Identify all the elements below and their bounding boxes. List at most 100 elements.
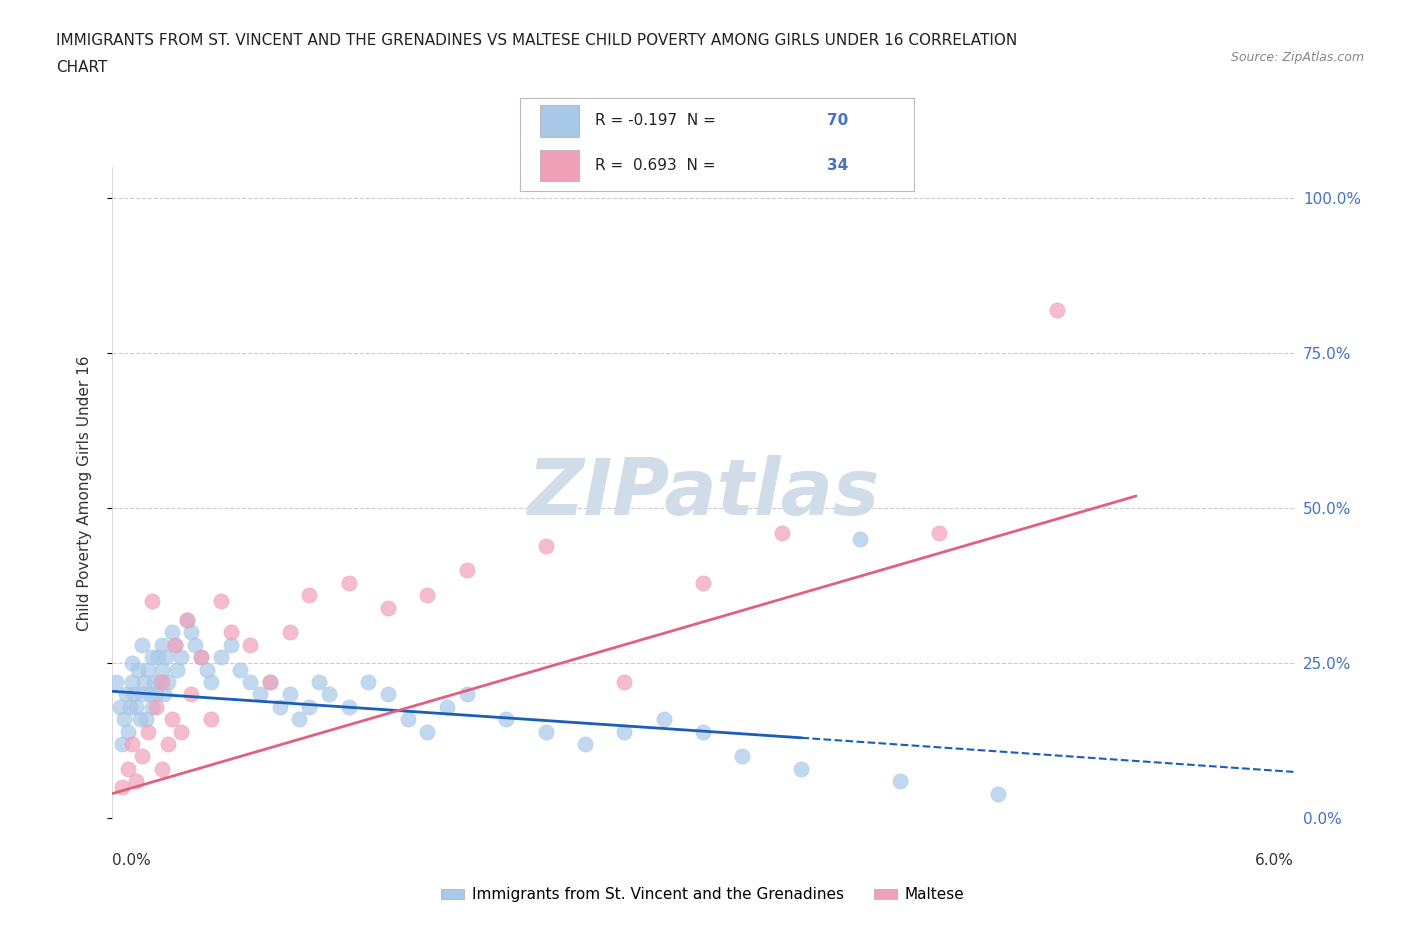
Point	[308, 674, 330, 689]
Point	[987, 786, 1010, 801]
Point	[436, 699, 458, 714]
Point	[180, 625, 202, 640]
Point	[209, 594, 232, 609]
Point	[156, 674, 179, 689]
Point	[145, 687, 167, 702]
FancyBboxPatch shape	[540, 105, 579, 137]
Text: 0.0%: 0.0%	[112, 853, 152, 868]
Text: R =  0.693  N =: R = 0.693 N =	[595, 158, 720, 173]
Point	[141, 699, 163, 714]
Point	[239, 637, 262, 652]
Point	[166, 662, 188, 677]
Point	[146, 650, 169, 665]
Text: Source: ZipAtlas.com: Source: ZipAtlas.com	[1230, 51, 1364, 64]
Point	[574, 737, 596, 751]
Point	[195, 662, 218, 677]
Point	[121, 656, 143, 671]
Point	[125, 699, 148, 714]
Point	[142, 674, 165, 689]
Y-axis label: Child Poverty Among Girls Under 16: Child Poverty Among Girls Under 16	[77, 355, 91, 631]
Point	[790, 762, 813, 777]
Point	[652, 711, 675, 726]
Point	[131, 687, 153, 702]
Point	[160, 625, 183, 640]
Point	[416, 724, 439, 739]
Text: IMMIGRANTS FROM ST. VINCENT AND THE GRENADINES VS MALTESE CHILD POVERTY AMONG GI: IMMIGRANTS FROM ST. VINCENT AND THE GREN…	[56, 33, 1018, 47]
Point	[129, 711, 152, 726]
Point	[150, 637, 173, 652]
Point	[239, 674, 262, 689]
Point	[165, 637, 187, 652]
Point	[534, 538, 557, 553]
Point	[122, 687, 145, 702]
Point	[692, 576, 714, 591]
Point	[152, 687, 174, 702]
Point	[111, 737, 134, 751]
Point	[105, 674, 128, 689]
Point	[111, 780, 134, 795]
Point	[396, 711, 419, 726]
Point	[150, 762, 173, 777]
Point	[534, 724, 557, 739]
Text: ZIPatlas: ZIPatlas	[527, 455, 879, 531]
Point	[298, 588, 321, 603]
Point	[145, 699, 167, 714]
Point	[377, 687, 399, 702]
Point	[155, 650, 177, 665]
Point	[170, 724, 193, 739]
Point	[131, 749, 153, 764]
Point	[150, 662, 173, 677]
Point	[229, 662, 252, 677]
Point	[110, 699, 132, 714]
Point	[318, 687, 340, 702]
Text: R = -0.197  N =: R = -0.197 N =	[595, 113, 721, 128]
Point	[249, 687, 271, 702]
Text: CHART: CHART	[56, 60, 108, 75]
Text: 70: 70	[827, 113, 849, 128]
Point	[141, 650, 163, 665]
Point	[731, 749, 754, 764]
Point	[121, 737, 143, 751]
Point	[613, 724, 636, 739]
Text: 6.0%: 6.0%	[1254, 853, 1294, 868]
Point	[149, 674, 172, 689]
Point	[136, 724, 159, 739]
Point	[156, 737, 179, 751]
Point	[176, 613, 198, 628]
Point	[259, 674, 281, 689]
Point	[132, 674, 155, 689]
Point	[160, 711, 183, 726]
Point	[456, 563, 478, 578]
Point	[150, 674, 173, 689]
Point	[337, 699, 360, 714]
Point	[136, 662, 159, 677]
Point	[219, 625, 242, 640]
Point	[131, 637, 153, 652]
Point	[125, 774, 148, 789]
Point	[120, 699, 142, 714]
Point	[495, 711, 517, 726]
Point	[190, 650, 212, 665]
Point	[135, 711, 157, 726]
Point	[165, 637, 187, 652]
Point	[200, 674, 222, 689]
Point	[357, 674, 380, 689]
Legend: Immigrants from St. Vincent and the Grenadines, Maltese: Immigrants from St. Vincent and the Gren…	[436, 882, 970, 909]
Point	[115, 687, 138, 702]
Point	[190, 650, 212, 665]
Point	[288, 711, 311, 726]
Point	[770, 525, 793, 540]
Point	[259, 674, 281, 689]
Point	[278, 625, 301, 640]
Point	[117, 762, 139, 777]
Point	[184, 637, 207, 652]
Point	[209, 650, 232, 665]
Point	[176, 613, 198, 628]
Point	[849, 532, 872, 547]
Point	[1046, 302, 1069, 317]
Point	[200, 711, 222, 726]
Point	[219, 637, 242, 652]
Point	[269, 699, 291, 714]
Point	[141, 594, 163, 609]
Point	[889, 774, 911, 789]
